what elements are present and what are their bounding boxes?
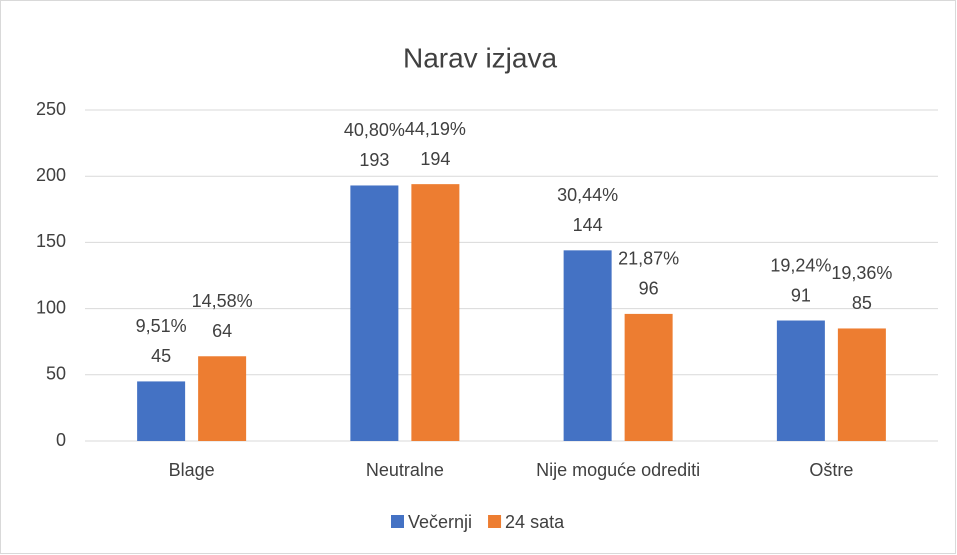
legend-swatch	[391, 515, 404, 528]
percent-label: 40,80%	[344, 120, 405, 140]
y-tick-label: 0	[56, 430, 66, 450]
percent-label: 21,87%	[618, 249, 679, 269]
legend-label: 24 sata	[505, 512, 565, 532]
legend-swatch	[488, 515, 502, 528]
bar	[624, 313, 673, 441]
chart-title: Narav izjava	[403, 42, 557, 73]
percent-label: 30,44%	[557, 185, 618, 205]
percent-label: 19,36%	[831, 263, 892, 283]
percent-label: 44,19%	[405, 119, 466, 139]
data-label: 91	[791, 285, 811, 305]
data-label: 85	[852, 293, 872, 313]
percent-label: 9,51%	[136, 316, 187, 336]
bar	[137, 381, 186, 441]
x-tick-label: Neutralne	[366, 460, 444, 480]
y-tick-label: 100	[36, 297, 66, 317]
bar	[563, 250, 612, 441]
y-tick-label: 250	[36, 99, 66, 119]
data-label: 194	[420, 149, 450, 169]
bar	[350, 185, 399, 441]
y-tick-label: 200	[36, 165, 66, 185]
y-tick-label: 150	[36, 231, 66, 251]
data-label: 144	[573, 215, 603, 235]
percent-label: 19,24%	[770, 255, 831, 275]
y-tick-label: 50	[46, 364, 66, 384]
x-tick-label: Nije moguće odrediti	[536, 460, 700, 480]
data-label: 193	[359, 150, 389, 170]
x-tick-label: Oštre	[809, 460, 853, 480]
bar	[837, 328, 886, 441]
data-label: 96	[639, 279, 659, 299]
bar	[411, 184, 460, 442]
legend-label: Večernji	[408, 512, 472, 532]
data-label: 45	[151, 346, 171, 366]
x-tick-label: Blage	[169, 460, 215, 480]
data-label: 64	[212, 321, 232, 341]
percent-label: 14,58%	[192, 291, 253, 311]
bar	[776, 320, 825, 441]
bar	[198, 356, 247, 441]
